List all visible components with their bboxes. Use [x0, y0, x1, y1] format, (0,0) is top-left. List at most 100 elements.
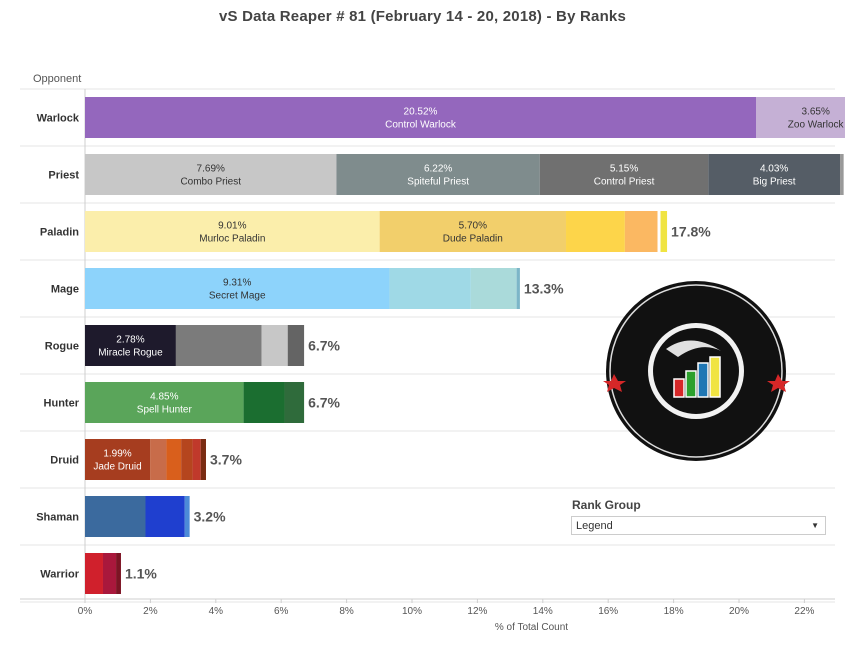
segment-archetype-label: Spiteful Priest [407, 177, 469, 188]
x-tick-label: 12% [467, 606, 487, 617]
bar-segment [116, 553, 121, 594]
segment-archetype-label: Control Priest [594, 177, 655, 188]
bar-total-label: 6.7% [308, 338, 340, 354]
bar-segment [657, 211, 661, 252]
category-label-hunter: Hunter [44, 398, 80, 410]
segment-archetype-label: Combo Priest [180, 177, 241, 188]
segment-value-label: 4.85% [150, 392, 178, 403]
bar-segment [389, 268, 471, 309]
bar-segment [85, 325, 176, 366]
category-label-warrior: Warrior [40, 569, 79, 581]
bar-segment [85, 97, 757, 138]
segment-archetype-label: Big Priest [753, 177, 796, 188]
bar-total-label: 3.7% [210, 452, 242, 468]
logo-bar-icon [673, 378, 685, 398]
bar-segment [175, 325, 262, 366]
bar-segment [85, 154, 337, 195]
bar-segment [85, 382, 244, 423]
bar-segment [243, 382, 285, 423]
chevron-down-icon: ▼ [811, 521, 819, 530]
segment-value-label: 5.15% [610, 164, 638, 175]
segment-value-label: 2.78% [116, 335, 144, 346]
logo-outer-edge [609, 284, 783, 458]
segment-value-label: 20.52% [404, 107, 438, 118]
logo-bar-icon [685, 370, 697, 398]
bar-segment [284, 382, 305, 423]
bar-segment [261, 325, 288, 366]
bar-segment [181, 439, 193, 480]
bar-segment [516, 268, 520, 309]
x-tick-label: 10% [402, 606, 422, 617]
segment-archetype-label: Spell Hunter [137, 405, 193, 416]
segment-archetype-label: Dude Paladin [443, 234, 503, 245]
segment-value-label: 9.01% [218, 221, 246, 232]
bar-segment [85, 496, 146, 537]
x-tick-label: 20% [729, 606, 749, 617]
bar-segment [708, 154, 841, 195]
rank-group-dropdown[interactable]: Legend ▼ [571, 516, 826, 535]
segment-archetype-label: Secret Mage [209, 291, 266, 302]
x-tick-label: 6% [274, 606, 289, 617]
data-reaper-report-logo [603, 281, 790, 461]
segment-value-label: 9.31% [223, 278, 251, 289]
chart-title: vS Data Reaper # 81 (February 14 - 20, 2… [218, 8, 627, 25]
category-label-rogue: Rogue [45, 341, 79, 353]
segment-value-label: 4.03% [760, 164, 788, 175]
segment-archetype-label: Murloc Paladin [199, 234, 265, 245]
segment-archetype-label: Jade Druid [93, 462, 141, 473]
bar-segment [85, 439, 151, 480]
segment-value-label: 7.69% [197, 164, 225, 175]
x-tick-label: 16% [598, 606, 618, 617]
bar-segment [840, 154, 844, 195]
segment-value-label: 1.99% [103, 449, 131, 460]
bar-total-label: 6.7% [308, 395, 340, 411]
bar-segment [539, 154, 709, 195]
logo-scythe-icon [666, 340, 721, 357]
x-tick-label: 0% [78, 606, 93, 617]
category-label-shaman: Shaman [36, 512, 79, 524]
bar-segment [336, 154, 540, 195]
bar-segment [379, 211, 567, 252]
segment-archetype-label: Control Warlock [385, 120, 457, 131]
x-tick-label: 2% [143, 606, 158, 617]
bar-segment [85, 268, 390, 309]
segment-value-label: 5.70% [459, 221, 487, 232]
bar-segment [85, 553, 103, 594]
bar-segment [756, 97, 845, 138]
x-tick-label: 18% [664, 606, 684, 617]
y-axis-header: Opponent [33, 73, 82, 85]
segment-archetype-label: Miracle Rogue [98, 348, 163, 359]
bar-segment [166, 439, 182, 480]
bar-segment [470, 268, 517, 309]
bar-segment [287, 325, 305, 366]
bar-segment [184, 496, 190, 537]
logo-bar-icon [697, 362, 709, 398]
bar-segment [660, 211, 668, 252]
bar-segment [624, 211, 658, 252]
bar-segment [200, 439, 206, 480]
x-tick-label: 14% [533, 606, 553, 617]
category-label-warlock: Warlock [37, 113, 80, 125]
logo-star-left [603, 374, 626, 392]
x-tick-label: 22% [794, 606, 814, 617]
bar-total-label: 1.1% [125, 566, 157, 582]
rank-group-label: Rank Group [572, 498, 641, 512]
bar-segment [192, 439, 201, 480]
bar-total-label: 17.8% [671, 224, 711, 240]
category-label-mage: Mage [51, 284, 79, 296]
category-label-druid: Druid [50, 455, 79, 467]
logo-star-right [767, 374, 790, 392]
x-tick-label: 8% [339, 606, 354, 617]
bar-segment [150, 439, 167, 480]
bar-segment [85, 211, 380, 252]
bar-total-label: 13.3% [524, 281, 564, 297]
bar-segment [566, 211, 625, 252]
logo-bar-icon [709, 356, 721, 398]
segment-value-label: 3.65% [802, 107, 830, 118]
category-label-paladin: Paladin [40, 227, 79, 239]
rank-group-selected-value: Legend [576, 520, 613, 532]
bar-total-label: 3.2% [194, 509, 226, 525]
category-label-priest: Priest [48, 170, 79, 182]
x-tick-label: 4% [209, 606, 224, 617]
